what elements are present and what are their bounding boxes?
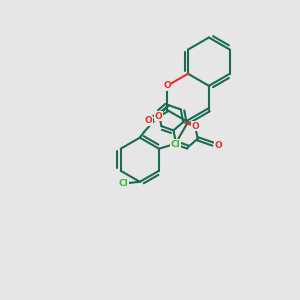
Text: Cl: Cl — [119, 179, 128, 188]
Text: O: O — [191, 122, 199, 131]
Text: Cl: Cl — [170, 140, 180, 149]
Text: O: O — [154, 112, 162, 121]
Text: O: O — [214, 141, 222, 150]
Text: O: O — [163, 81, 171, 90]
Text: O: O — [145, 116, 152, 125]
